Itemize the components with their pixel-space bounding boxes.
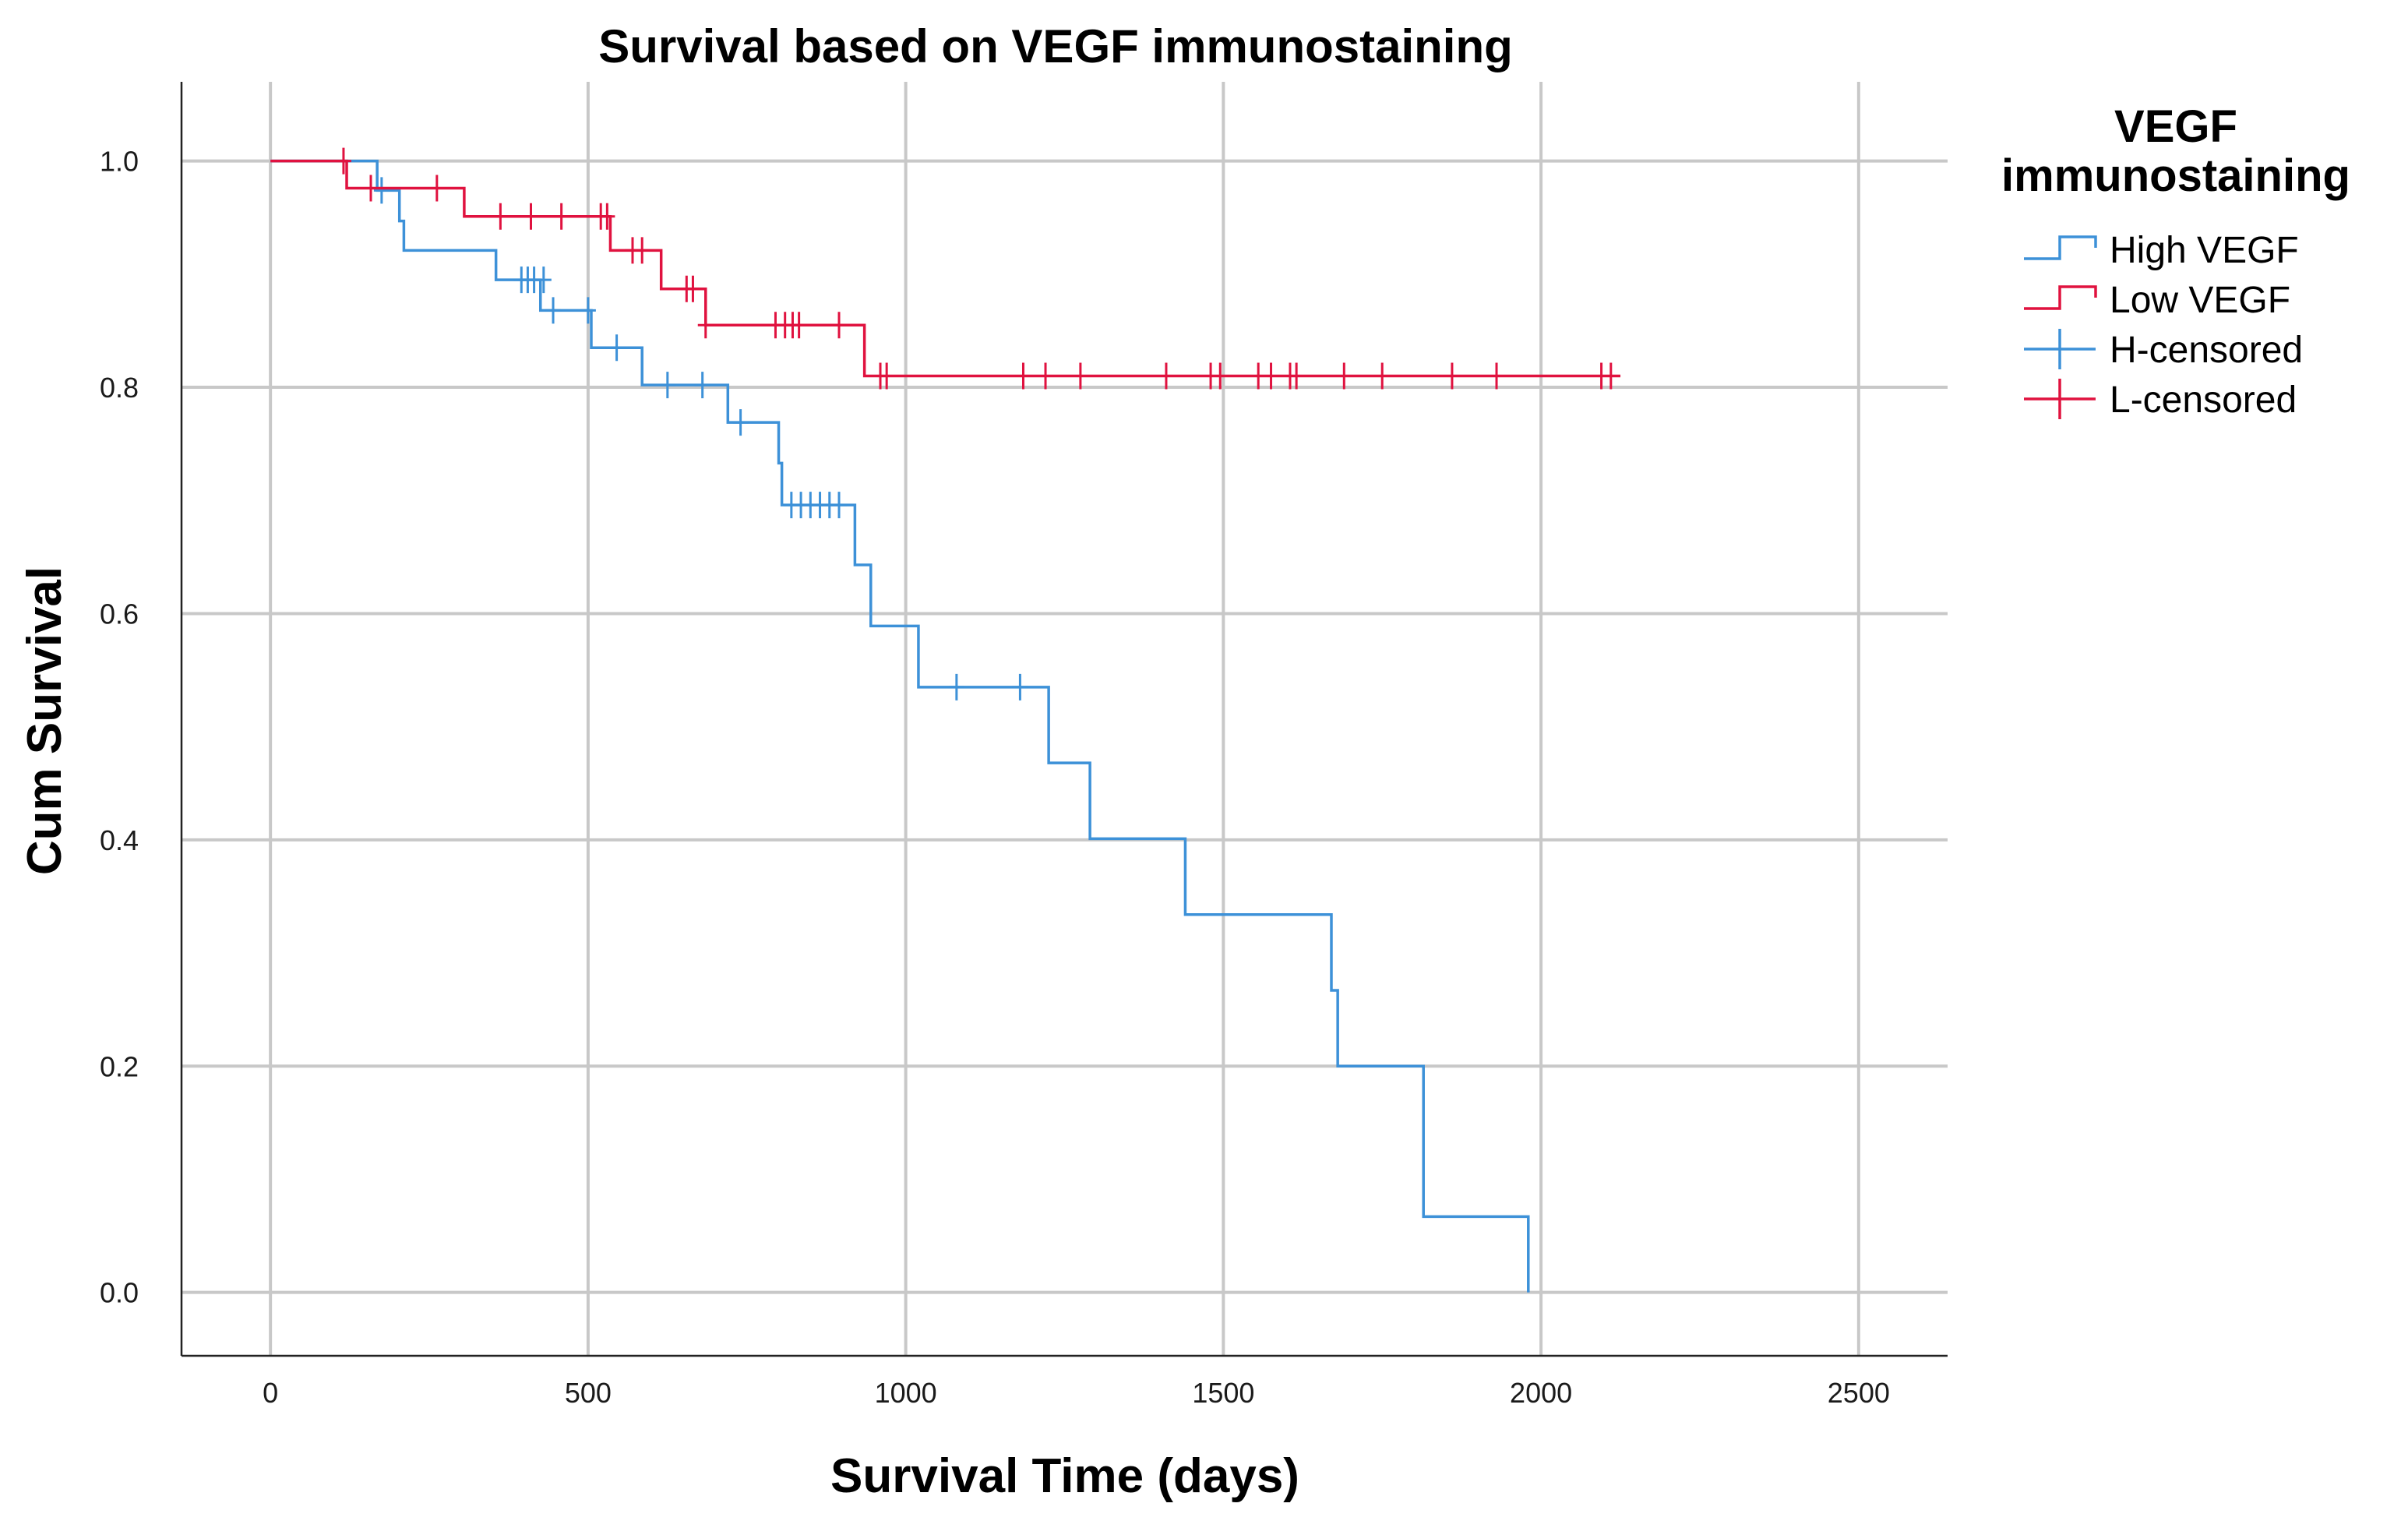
legend-swatch-high-vegf bbox=[2024, 235, 2097, 260]
legend-label-l-censored: L-censored bbox=[2110, 379, 2297, 421]
censor-mark-low-vegf-17 bbox=[831, 312, 848, 339]
x-tick-label-2: 1000 bbox=[875, 1377, 937, 1409]
censor-mark-high-vegf-5 bbox=[545, 297, 562, 324]
y-tick-label-0: 0.0 bbox=[100, 1277, 139, 1309]
legend-label-low-vegf: Low VEGF bbox=[2110, 280, 2290, 321]
y-tick-label-5: 1.0 bbox=[100, 146, 139, 178]
x-tick-label-5: 2500 bbox=[1828, 1377, 1890, 1409]
legend-swatch-l-censored bbox=[2024, 379, 2096, 419]
censor-mark-high-vegf-18 bbox=[1012, 673, 1028, 700]
tick-labels: 0 500 1000 1500 2000 2500 0.0 0.2 0.4 0.6 0.8 1.0 bbox=[100, 146, 1890, 1409]
y-tick-label-2: 0.4 bbox=[100, 824, 139, 856]
censor-mark-low-vegf-16 bbox=[791, 312, 807, 339]
series-layer bbox=[270, 147, 1621, 1293]
censor-mark-low-vegf-20 bbox=[1015, 362, 1031, 390]
legend-swatch-h-censored bbox=[2024, 329, 2096, 369]
legend-title-line-2: immunostaining bbox=[2001, 150, 2350, 201]
censor-mark-low-vegf-19 bbox=[879, 362, 895, 390]
x-tick-label-0: 0 bbox=[263, 1377, 278, 1409]
legend-label-high-vegf: High VEGF bbox=[2110, 230, 2299, 271]
censor-mark-high-vegf-4 bbox=[535, 266, 552, 294]
legend: VEGF immunostaining High VEGF Low VEGF H-c… bbox=[2001, 101, 2350, 421]
censor-mark-low-vegf-25 bbox=[1212, 362, 1229, 390]
survival-line-high-vegf bbox=[270, 159, 1530, 1293]
censor-mark-low-vegf-29 bbox=[1289, 362, 1305, 390]
legend-entries: High VEGF Low VEGF H-censored L-censored bbox=[2024, 230, 2303, 421]
y-tick-label-1: 0.2 bbox=[100, 1050, 139, 1082]
x-tick-label-4: 2000 bbox=[1510, 1377, 1572, 1409]
y-tick-label-4: 0.8 bbox=[100, 372, 139, 404]
censor-mark-low-vegf-7 bbox=[599, 203, 615, 230]
censor-mark-low-vegf-9 bbox=[634, 237, 650, 264]
x-axis-label: Survival Time (days) bbox=[830, 1449, 1299, 1503]
x-tick-label-1: 500 bbox=[565, 1377, 612, 1409]
chart-title: Survival based on VEGF immunostaining bbox=[598, 20, 1513, 72]
censor-mark-low-vegf-32 bbox=[1444, 362, 1460, 390]
axes bbox=[180, 82, 1948, 1357]
censor-mark-low-vegf-11 bbox=[685, 275, 701, 302]
censor-mark-low-vegf-23 bbox=[1158, 362, 1174, 390]
censor-mark-low-vegf-12 bbox=[697, 312, 714, 339]
y-axis-label: Cum Survival bbox=[18, 566, 72, 875]
censor-mark-high-vegf-9 bbox=[694, 372, 710, 399]
censor-mark-low-vegf-5 bbox=[553, 203, 569, 230]
censor-mark-low-vegf-4 bbox=[523, 203, 539, 230]
legend-swatch-low-vegf bbox=[2024, 285, 2097, 310]
censor-mark-low-vegf-33 bbox=[1489, 362, 1505, 390]
censor-mark-high-vegf-7 bbox=[608, 334, 625, 362]
censor-mark-high-vegf-17 bbox=[948, 673, 964, 700]
censor-mark-low-vegf-1 bbox=[363, 175, 379, 202]
y-tick-label-3: 0.6 bbox=[100, 598, 139, 630]
censor-mark-low-vegf-21 bbox=[1038, 362, 1054, 390]
censor-mark-low-vegf-0 bbox=[335, 147, 351, 175]
censor-mark-low-vegf-2 bbox=[428, 175, 445, 202]
censor-mark-low-vegf-22 bbox=[1072, 362, 1088, 390]
censor-mark-low-vegf-27 bbox=[1263, 362, 1279, 390]
grid-lines bbox=[182, 82, 1948, 1356]
censor-mark-high-vegf-10 bbox=[732, 409, 749, 436]
censor-mark-high-vegf-6 bbox=[580, 297, 596, 324]
legend-title-line-1: VEGF bbox=[2114, 101, 2237, 152]
censor-mark-high-vegf-8 bbox=[659, 372, 675, 399]
legend-label-h-censored: H-censored bbox=[2110, 330, 2303, 371]
censor-mark-low-vegf-3 bbox=[492, 203, 509, 230]
censor-mark-low-vegf-30 bbox=[1336, 362, 1352, 390]
censor-mark-high-vegf-16 bbox=[831, 492, 848, 519]
censor-mark-low-vegf-31 bbox=[1374, 362, 1391, 390]
censor-mark-high-vegf-0 bbox=[373, 177, 390, 204]
x-tick-label-3: 1500 bbox=[1192, 1377, 1254, 1409]
censor-mark-low-vegf-35 bbox=[1602, 362, 1619, 390]
